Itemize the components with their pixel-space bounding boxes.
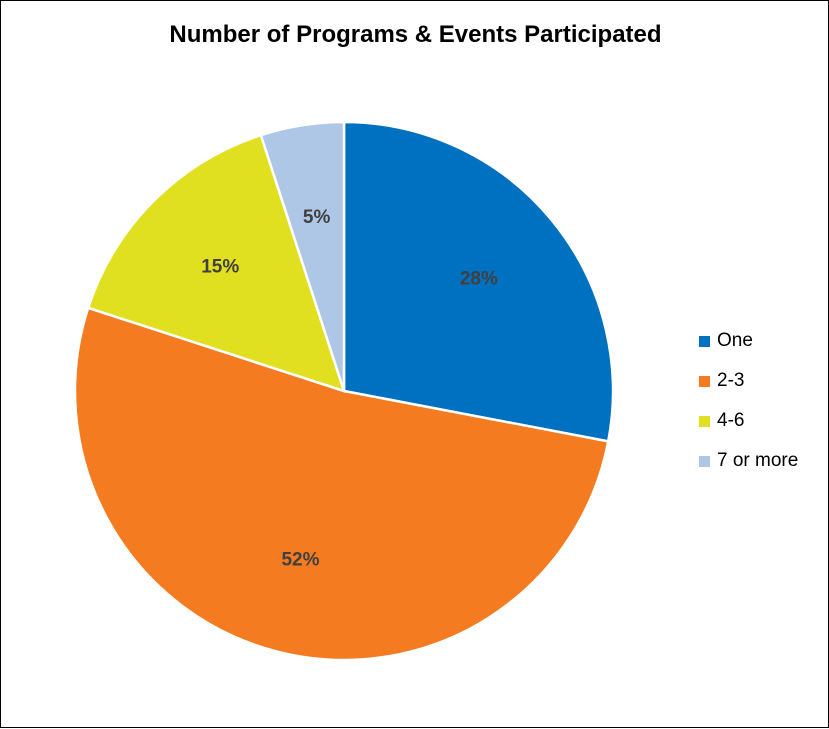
pie-slice-4-6: [86, 133, 346, 393]
legend-swatch: [699, 415, 710, 427]
legend-label: 2-3: [717, 370, 745, 391]
legend-label: 7 or more: [717, 450, 799, 471]
chart-title: Number of Programs & Events Participated: [169, 21, 662, 48]
pie-slice-2-3: [73, 306, 610, 662]
data-label: 15%: [201, 256, 239, 277]
chart-legend: One 2-3 4-6 7 or more: [699, 321, 798, 481]
legend-item-2-3: 2-3: [699, 361, 798, 401]
data-label: 5%: [303, 207, 331, 228]
pie-slice-7-or-more: [259, 120, 346, 392]
legend-label: 4-6: [717, 410, 745, 431]
legend-label: One: [717, 330, 753, 351]
legend-item-one: One: [699, 321, 798, 361]
legend-item-7-or-more: 7 or more: [699, 441, 798, 481]
data-label: 52%: [281, 550, 319, 571]
pie-slice-one: [342, 120, 615, 443]
data-label: 28%: [460, 268, 498, 289]
legend-item-4-6: 4-6: [699, 401, 798, 441]
legend-swatch: [699, 335, 710, 347]
legend-swatch: [699, 455, 710, 467]
legend-swatch: [699, 375, 710, 387]
